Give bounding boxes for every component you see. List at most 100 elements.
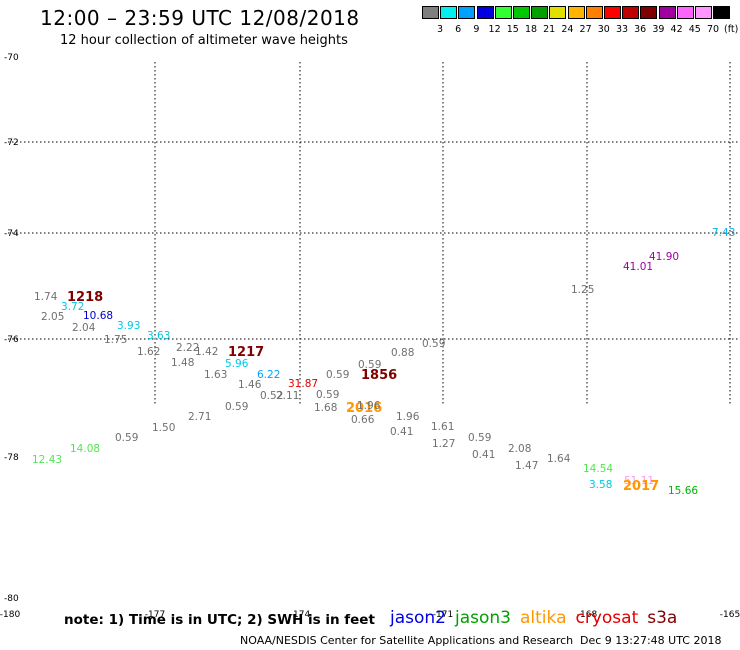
wave-height-label: 0.59 [468, 432, 491, 444]
legend-label: 9 [473, 24, 480, 35]
wave-height-label: 1.63 [204, 369, 227, 381]
latitude-label: -78 [4, 453, 19, 463]
wave-height-label: 2.08 [508, 443, 531, 455]
wave-height-label: 2.11 [276, 390, 299, 402]
wave-height-label: 1.96 [357, 400, 381, 412]
wave-height-label: 0.52 [260, 390, 283, 402]
latitude-label: -74 [4, 229, 19, 239]
time-label: 2017 [623, 479, 659, 494]
page-subtitle: 12 hour collection of altimeter wave hei… [60, 33, 348, 48]
legend-swatch [640, 6, 658, 19]
legend-label: 15 [506, 24, 519, 35]
legend-swatch [422, 6, 439, 19]
wave-height-label: 1.61 [431, 421, 454, 433]
legend-label: 12 [488, 24, 501, 35]
wave-height-label: 0.88 [391, 347, 414, 359]
legend-label: 70 [706, 24, 720, 35]
wave-height-label: 14.08 [70, 443, 100, 455]
longitude-labels: -180 -177 -174 -171 -168 -165 [0, 610, 740, 620]
legend-swatch [494, 6, 512, 19]
wave-height-label: 51.11 [624, 475, 654, 487]
legend-swatch [458, 6, 476, 19]
legend-label: 39 [652, 24, 665, 35]
wave-height-label: 0.59 [316, 389, 339, 401]
wave-height-label: 1.27 [432, 438, 455, 450]
footer-note: note: 1) Time is in UTC; 2) SWH is in fe… [64, 612, 375, 628]
satellite-label-altika: altika [520, 608, 567, 628]
legend-swatch [549, 6, 567, 19]
wave-height-label: 1.62 [137, 346, 160, 358]
legend-label: 3 [436, 24, 444, 35]
wave-height-label: 3.58 [589, 479, 612, 491]
time-label: 2016 [346, 401, 382, 416]
legend-swatch [531, 6, 549, 19]
legend-label: 6 [455, 24, 462, 35]
legend-label: 18 [524, 24, 538, 35]
legend-swatch [476, 6, 494, 19]
legend-label: (ft) [724, 24, 739, 35]
longitude-label: -171 [433, 610, 453, 620]
wave-height-label: 1.74 [34, 291, 58, 303]
satellite-legend: jason2 jason3 altika cryosat s3a [390, 608, 686, 628]
wave-height-label: 0.59 [326, 369, 349, 381]
wave-height-label: 0.41 [390, 426, 413, 438]
wave-height-label: 41.90 [649, 251, 679, 263]
time-label: 1856 [361, 368, 397, 383]
legend-label: 30 [597, 24, 610, 35]
wave-height-label: 0.59 [225, 401, 248, 413]
map-grid [8, 62, 738, 405]
wave-height-label: 1.42 [195, 346, 218, 358]
wave-height-label: 2.05 [41, 311, 64, 323]
wave-height-label: 1.48 [171, 357, 194, 369]
legend-swatch [604, 6, 621, 19]
time-label: 1218 [67, 290, 103, 305]
legend-swatch [567, 6, 585, 19]
legend-label: 45 [688, 24, 701, 35]
latitude-label: -76 [4, 335, 19, 345]
wave-height-label: 7.43 [712, 227, 735, 239]
wave-height-label: 1.75 [104, 334, 127, 346]
wave-height-label: 2.22 [176, 342, 199, 354]
longitude-label: -180 [0, 610, 20, 620]
legend-label: 36 [634, 24, 647, 35]
legend-swatch [513, 6, 530, 19]
latitude-labels: -70 -72 -74 -76 -78 -80 [4, 53, 19, 604]
longitude-label: -168 [577, 610, 598, 620]
wave-height-label: 1.68 [314, 402, 337, 414]
longitude-label: -165 [720, 610, 740, 620]
latitude-label: -70 [4, 53, 19, 63]
wave-height-label: 1.50 [152, 422, 175, 434]
satellite-label-cryosat: cryosat [575, 608, 639, 628]
wave-height-label: 2.04 [72, 322, 96, 334]
legend-label: 27 [579, 24, 592, 35]
wave-height-label: 0.59 [422, 338, 445, 350]
longitude-label: -174 [290, 610, 311, 620]
wave-height-label: 14.54 [583, 463, 613, 475]
wave-height-label: 2.71 [188, 411, 211, 423]
satellite-label-jason2: jason2 [390, 608, 446, 628]
legend-label: 42 [670, 24, 683, 35]
legend-swatch [622, 6, 640, 19]
wave-height-label: 0.41 [472, 449, 495, 461]
wave-height-label: 15.66 [668, 485, 698, 497]
wave-height-label: 3.72 [61, 301, 84, 313]
legend-swatch [440, 6, 458, 19]
wave-height-label: 0.66 [351, 414, 375, 426]
legend-label: 24 [561, 24, 574, 35]
wave-height-label: 1.46 [238, 379, 262, 391]
wave-height-label: 0.59 [358, 359, 381, 371]
wave-height-label: 1.96 [396, 411, 420, 423]
wave-height-label: 3.63 [147, 330, 170, 342]
wave-height-label: 1.47 [515, 460, 538, 472]
wave-height-label: 12.43 [32, 454, 62, 466]
wave-height-label: 0.59 [115, 432, 138, 444]
wave-height-label: 1.25 [571, 284, 594, 296]
wave-height-label: 1.64 [547, 453, 571, 465]
legend-swatch [658, 6, 676, 19]
legend-swatch [695, 6, 712, 19]
page-title: 12:00 – 23:59 UTC 12/08/2018 [40, 6, 360, 30]
latitude-label: -80 [4, 594, 19, 604]
wave-height-label: 41.01 [623, 261, 653, 273]
